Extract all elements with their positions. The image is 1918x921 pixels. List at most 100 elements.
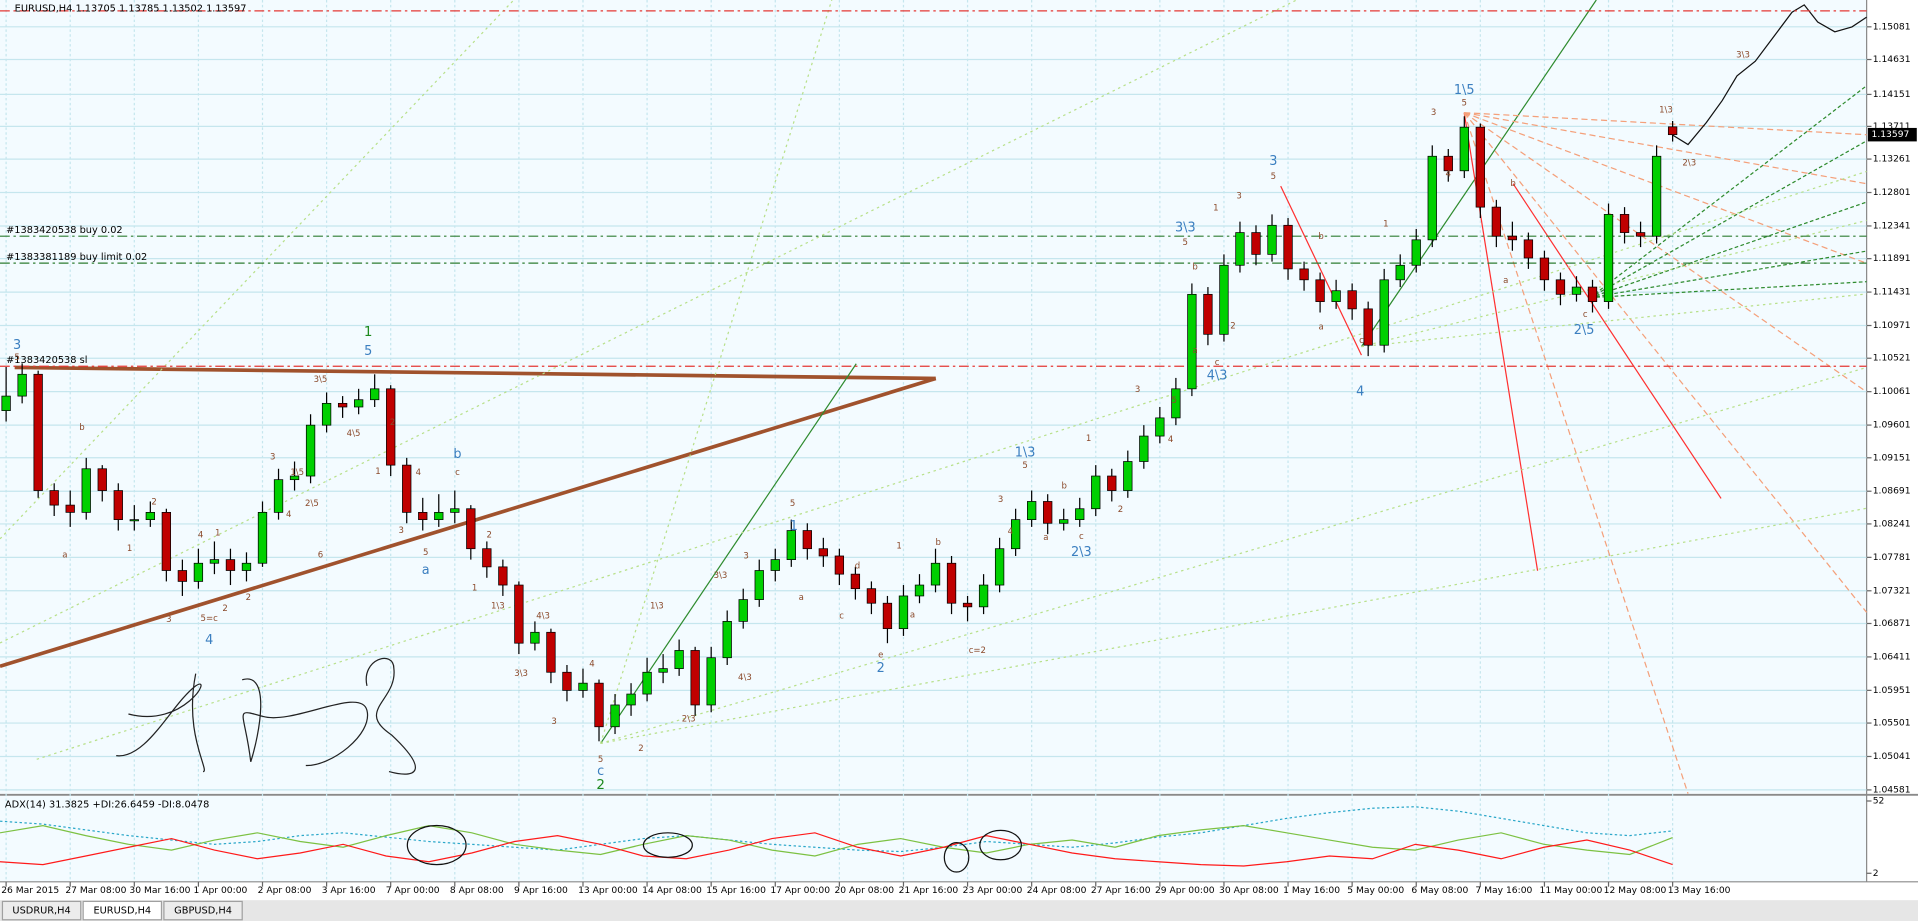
wave-label: 2 bbox=[1230, 321, 1235, 331]
y-tick-label: 1.11431 bbox=[1873, 287, 1911, 298]
wave-label: c bbox=[1583, 310, 1588, 320]
candle-body bbox=[866, 588, 877, 604]
x-tick-label: 1 May 16:00 bbox=[1283, 885, 1340, 896]
candle-body bbox=[1443, 155, 1453, 172]
candle-body bbox=[1459, 126, 1469, 172]
candle-body bbox=[690, 650, 700, 706]
x-tick-label: 5 May 00:00 bbox=[1347, 885, 1404, 896]
y-tick-label: 1.09601 bbox=[1873, 420, 1911, 431]
candle-body bbox=[1, 395, 11, 411]
candle-body bbox=[353, 399, 364, 408]
candle-body bbox=[1507, 235, 1518, 241]
current-price: 1.13597 bbox=[1872, 129, 1910, 140]
wave-label: 4 bbox=[1356, 384, 1364, 399]
candle-body bbox=[946, 562, 957, 604]
wave-label: 3 bbox=[166, 615, 171, 625]
y-tick-label: 1.06411 bbox=[1873, 651, 1911, 662]
y-tick-label: 1.07781 bbox=[1873, 552, 1911, 563]
wave-label: 4\3 bbox=[536, 612, 550, 622]
y-tick-label: 1.07321 bbox=[1873, 585, 1911, 596]
candle-body bbox=[914, 584, 925, 597]
x-tick-label: 13 Apr 00:00 bbox=[578, 885, 638, 896]
y-tick-label: 1.13711 bbox=[1873, 121, 1911, 132]
tab-label[interactable]: GBPUSD,H4 bbox=[174, 906, 232, 917]
wave-label: 3\3 bbox=[714, 571, 728, 581]
x-tick-label: 7 Apr 00:00 bbox=[386, 885, 440, 896]
x-tick-label: 30 Apr 08:00 bbox=[1219, 885, 1279, 896]
annotation-circle bbox=[642, 832, 693, 858]
tab-label[interactable]: EURUSD,H4 bbox=[93, 906, 151, 917]
candle-body bbox=[402, 464, 412, 513]
x-tick-label: 27 Apr 16:00 bbox=[1091, 885, 1151, 896]
candle-body bbox=[1283, 224, 1293, 270]
tab[interactable] bbox=[1, 900, 82, 921]
wave-label: 5 bbox=[14, 353, 19, 363]
candle-body bbox=[722, 621, 732, 659]
y-tick-label: 1.04581 bbox=[1873, 784, 1911, 795]
tab[interactable] bbox=[82, 900, 163, 921]
wave-label: 2 bbox=[596, 778, 605, 793]
wave-label: 2\5 bbox=[305, 499, 319, 509]
candle-body bbox=[1075, 508, 1085, 521]
x-tick-label: 27 Mar 08:00 bbox=[65, 885, 126, 896]
candle-body bbox=[17, 373, 27, 397]
wave-label: 1 bbox=[1213, 204, 1218, 214]
wave-label: 4 bbox=[286, 510, 291, 520]
price-box bbox=[1867, 127, 1917, 142]
y-tick-label: 1.14631 bbox=[1873, 54, 1911, 65]
candle-body bbox=[418, 512, 428, 521]
candle-body bbox=[610, 704, 620, 728]
y-tick-label: 1.15081 bbox=[1873, 21, 1911, 32]
indicator-title: ADX(14) 31.3825 +DI:26.6459 -DI:8.0478 bbox=[5, 800, 209, 811]
wave-label: 2 bbox=[390, 418, 395, 428]
wave-label: 4\3 bbox=[1207, 368, 1228, 383]
y-tick-label: 1.12801 bbox=[1873, 187, 1911, 198]
wave-label: 5 bbox=[364, 344, 372, 359]
candle-body bbox=[145, 512, 155, 521]
y-tick-label: 1.05501 bbox=[1873, 718, 1911, 729]
candle-body bbox=[273, 479, 284, 513]
candle-body bbox=[1571, 286, 1582, 295]
wave-label: 1\3 bbox=[491, 602, 505, 612]
candle-body bbox=[498, 566, 508, 586]
x-tick-label: 3 Apr 16:00 bbox=[322, 885, 376, 896]
wave-label: 2\3 bbox=[1682, 158, 1696, 168]
candle-body bbox=[97, 468, 107, 491]
y-tick-label: 1.11891 bbox=[1873, 253, 1911, 264]
candle-body bbox=[514, 584, 524, 644]
tab-label[interactable]: USDRUR,H4 bbox=[12, 906, 70, 917]
wave-label: 4 bbox=[205, 633, 213, 648]
series-layer: #1383420538 buy 0.02 #1383381189 buy limi… bbox=[0, 10, 1867, 873]
wave-label: 2 bbox=[638, 744, 643, 754]
candle-body bbox=[1523, 239, 1534, 259]
wave-label: 4 bbox=[589, 659, 594, 669]
candle-body bbox=[1267, 224, 1277, 255]
wave-label: a bbox=[910, 610, 915, 620]
wave-label: 1 bbox=[1086, 434, 1091, 444]
wave-label: c bbox=[1215, 358, 1220, 368]
wave-label: 1 bbox=[375, 467, 380, 477]
candle-body bbox=[834, 555, 845, 575]
candle-body bbox=[113, 490, 123, 521]
x-tick-label: 23 Apr 00:00 bbox=[963, 885, 1023, 896]
wave-label: 5 bbox=[790, 499, 795, 509]
candle-body bbox=[1299, 268, 1309, 281]
wave-label: 2\3 bbox=[1071, 545, 1092, 560]
wave-label: c bbox=[1079, 532, 1084, 542]
candle-body bbox=[1219, 264, 1229, 335]
y-tick-label: 1.10971 bbox=[1873, 320, 1911, 331]
wave-label: 2 bbox=[487, 531, 492, 541]
candle-body bbox=[1107, 475, 1117, 491]
tab[interactable] bbox=[163, 900, 243, 921]
candle-body bbox=[594, 682, 604, 728]
candle-body bbox=[1203, 293, 1213, 335]
candle-body bbox=[754, 570, 764, 600]
wave-label: 3 bbox=[1431, 108, 1436, 118]
annotation-circle bbox=[406, 824, 467, 866]
candle-body bbox=[1587, 286, 1598, 302]
candle-body bbox=[770, 559, 780, 571]
candle-body bbox=[1651, 155, 1662, 237]
wave-label: 4 bbox=[416, 468, 421, 478]
candle-body bbox=[530, 631, 540, 644]
wave-label: 1\3 bbox=[1659, 106, 1673, 116]
